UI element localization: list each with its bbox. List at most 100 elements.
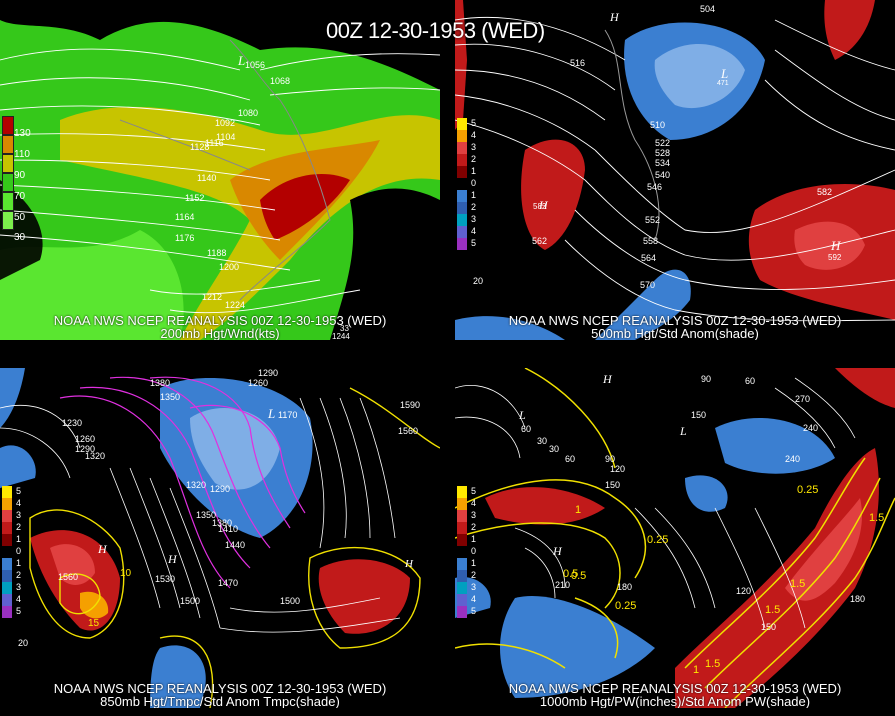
svg-text:L: L: [237, 53, 245, 68]
contour-label: 504: [700, 4, 716, 14]
high-marker: H: [405, 558, 413, 570]
contour-label: 510: [650, 120, 666, 130]
high-marker: H: [831, 238, 841, 253]
pw-label: 1: [575, 504, 582, 516]
panel-subcaption: 850mb Hgt/Tmpc/Std Anom Tmpc(shade): [100, 694, 340, 709]
legend-label: 4: [471, 594, 477, 604]
legend-label: 5: [16, 606, 22, 616]
contour-label: 471: [717, 80, 729, 87]
pw-label: 1.5: [705, 658, 721, 670]
contour-label: 1440: [225, 540, 246, 550]
temp-label: 15: [88, 618, 100, 629]
contour-label: 60: [745, 376, 756, 386]
contour-label: 1152: [185, 193, 205, 203]
legend-label: 50: [14, 212, 26, 223]
legend-label: 1: [471, 558, 477, 568]
pw-label: 0.25: [615, 600, 637, 612]
contour-label: 270: [795, 394, 811, 404]
contour-label: 1290: [258, 368, 279, 378]
contour-label: 1380: [150, 378, 171, 388]
panel-caption: NOAA NWS NCEP REANALYSIS 00Z 12-30-1953 …: [508, 313, 842, 328]
contour-label: 1260: [75, 434, 96, 444]
contour-label: 1224: [225, 300, 246, 310]
legend-label: 4: [16, 594, 22, 604]
panel-500mb: 5 4 3 2 1 0 1 2 3 4 5 504 516 510 522 52…: [455, 0, 895, 340]
contour-label: 240: [785, 454, 801, 464]
contour-label: 1140: [197, 173, 217, 183]
map-500mb: [455, 0, 895, 340]
contour-label: 592: [828, 253, 842, 262]
contour-label: 1320: [186, 480, 207, 490]
panel-caption: NOAA NWS NCEP REANALYSIS 00Z 12-30-1953 …: [53, 313, 387, 328]
pw-label: 1: [693, 664, 700, 676]
contour-label: 210: [555, 580, 571, 590]
legend-label: 3: [471, 214, 477, 224]
high-marker: H: [98, 542, 107, 556]
legend-label: 4: [471, 226, 477, 236]
contour-label: 1560: [398, 426, 419, 436]
contour-label: 558: [643, 236, 659, 246]
contour-label: 150: [761, 622, 777, 632]
contour-label: 1500: [180, 596, 201, 606]
contour-label: 1320: [85, 451, 106, 461]
contour-label: 30: [537, 436, 548, 446]
legend-label: 1: [471, 166, 477, 176]
legend-label: 3: [471, 510, 477, 520]
contour-label: 30: [549, 444, 560, 454]
high-marker: H: [553, 544, 562, 558]
contour-label: 1290: [75, 444, 96, 454]
contour-label: 33: [340, 324, 349, 333]
high-marker: H: [603, 372, 612, 386]
contour-label: 1530: [155, 574, 176, 584]
contour-label: 60: [565, 454, 576, 464]
legend-label: 0: [16, 546, 22, 556]
temp-label: 10: [120, 568, 132, 579]
color-legend: 5 4 3 2 1 0 1 2 3 4 5: [2, 486, 21, 618]
contour-label: 528: [655, 148, 671, 158]
pw-label: 0.5: [563, 568, 579, 580]
contour-label: 1290: [210, 484, 231, 494]
legend-label: 4: [16, 498, 22, 508]
legend-label: 4: [471, 498, 477, 508]
contour-label: 20: [18, 638, 29, 648]
map-1000mb: [455, 368, 895, 708]
contour-label: 1164: [175, 212, 195, 222]
legend-label: 5: [471, 238, 477, 248]
color-legend: 130 110 90 70 50 30: [2, 116, 31, 243]
contour-label: 1230: [62, 418, 83, 428]
contour-label: 1092: [215, 118, 236, 128]
contour-label: 1212: [202, 292, 223, 302]
contour-label: 1380: [212, 518, 233, 528]
contour-label: 1080: [238, 108, 259, 118]
contour-label: 1056: [245, 60, 266, 70]
contour-label: 582: [817, 187, 833, 197]
legend-label: 1: [471, 190, 477, 200]
contour-label: 562: [532, 236, 548, 246]
contour-label: 1116: [205, 138, 224, 148]
contour-label: 1470: [218, 578, 239, 588]
pw-label: 1.5: [869, 512, 885, 524]
legend-label: 2: [471, 570, 477, 580]
main-title: 00Z 12-30-1953 (WED): [326, 18, 545, 43]
legend-label: 1: [16, 534, 22, 544]
legend-label: 2: [471, 202, 477, 212]
low-marker: L: [680, 424, 687, 438]
legend-label: 70: [14, 191, 26, 202]
contour-label: 1500: [280, 596, 301, 606]
panel-subcaption: 200mb Hgt/Wnd(kts): [160, 326, 280, 341]
legend-label: 3: [471, 142, 477, 152]
contour-label: 1176: [175, 233, 195, 243]
low-marker: L: [519, 408, 526, 422]
contour-label: 90: [701, 374, 712, 384]
contour-label: 1244: [332, 332, 350, 340]
contour-label: 90: [605, 454, 616, 464]
pw-label: 1.5: [790, 578, 806, 590]
contour-label: 564: [641, 253, 657, 263]
contour-label: 582: [533, 202, 547, 211]
color-legend: 5 4 3 2 1 0 1 2 3 4 5: [457, 118, 476, 250]
pw-label: 0.5: [571, 570, 587, 582]
panel-1000mb: 5 4 3 2 1 0 1 2 3 4 5 60 30 30 60 90 120…: [455, 368, 895, 708]
panel-caption: NOAA NWS NCEP REANALYSIS 00Z 12-30-1953 …: [508, 681, 842, 696]
contour-label: 516: [570, 58, 586, 68]
high-marker: H: [539, 198, 548, 212]
